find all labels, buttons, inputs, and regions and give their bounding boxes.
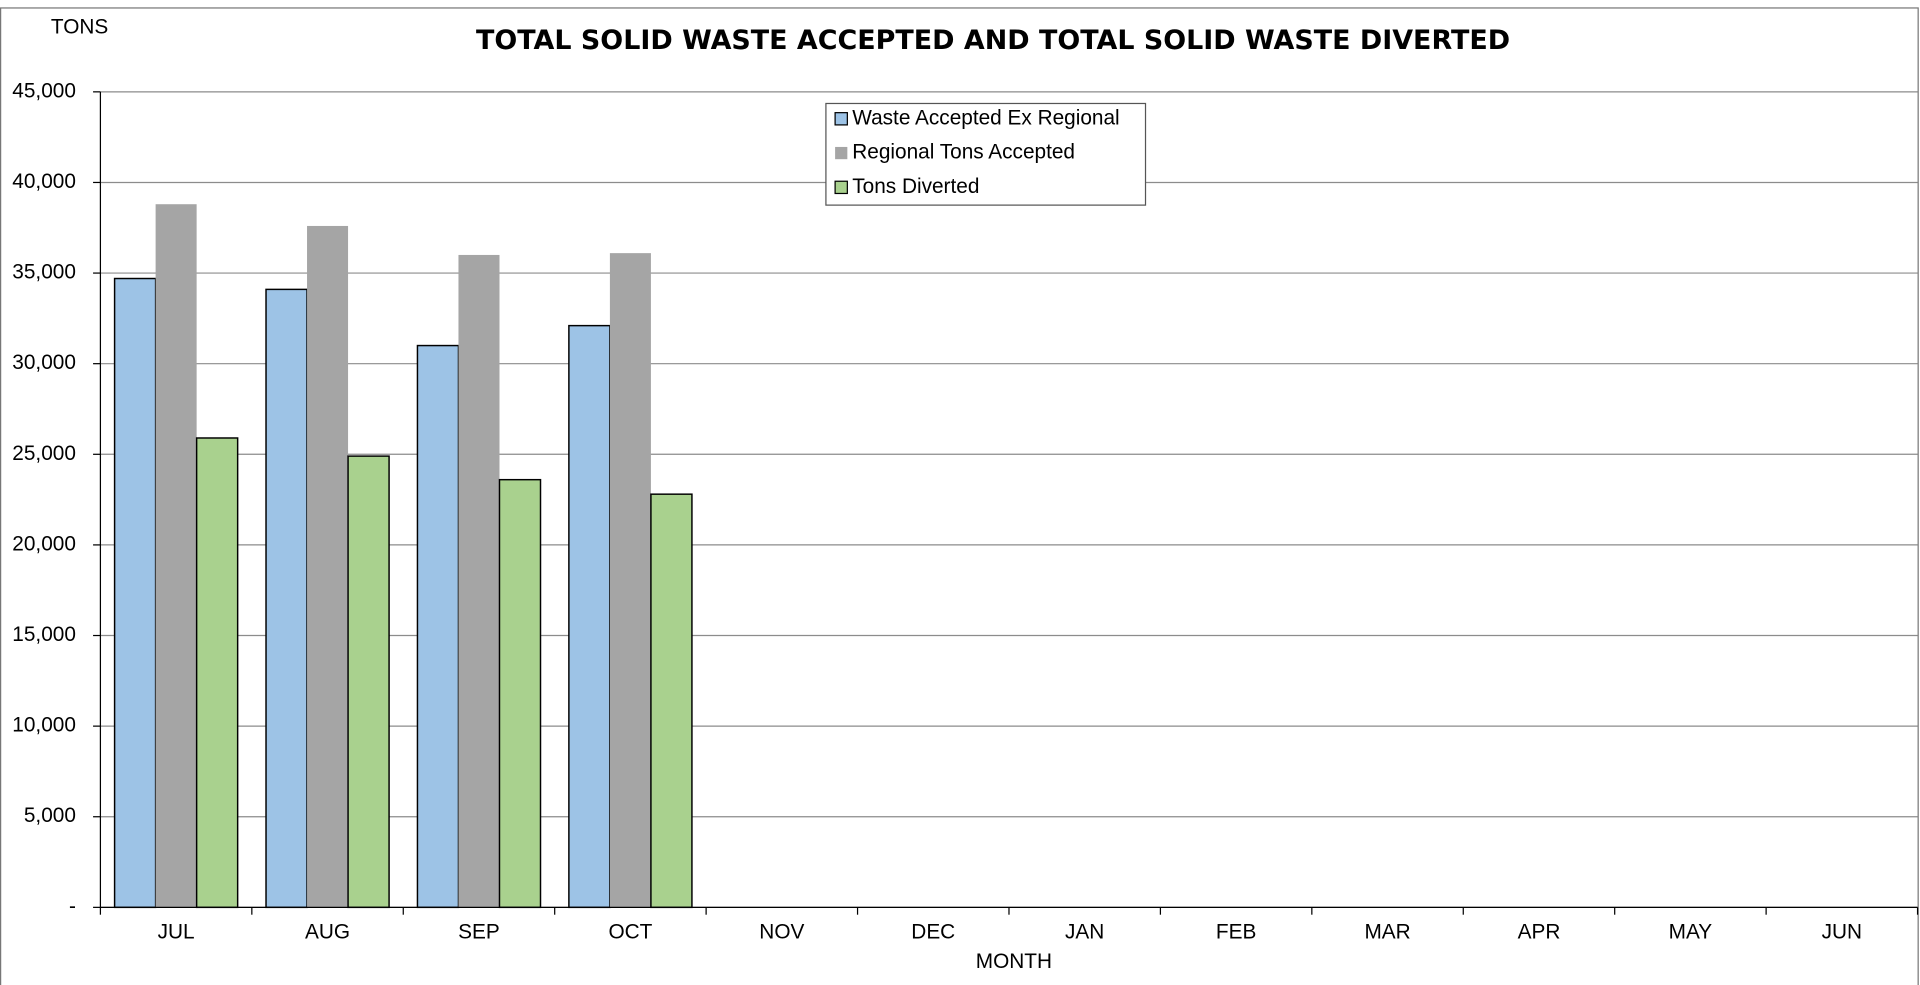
legend-box <box>825 102 1147 206</box>
bar <box>347 455 390 909</box>
x-tick-label: JUL <box>158 921 195 944</box>
bar <box>609 253 651 908</box>
legend-label: Waste Accepted Ex Regional <box>852 106 1119 129</box>
legend-swatch <box>834 112 848 126</box>
x-tick-label: FEB <box>1216 921 1256 944</box>
legend-swatch <box>834 180 848 195</box>
y-tick-label: 45,000 <box>12 79 76 102</box>
bar <box>416 344 460 909</box>
chart-title: TOTAL SOLID WASTE ACCEPTED AND TOTAL SOL… <box>476 25 1510 56</box>
x-tick-label: MAR <box>1364 921 1410 944</box>
bar <box>307 225 349 908</box>
x-tick-label: OCT <box>608 921 652 944</box>
y-tick-label: 10,000 <box>12 714 76 737</box>
bar <box>265 288 308 909</box>
bar <box>568 324 611 909</box>
x-tick-label: AUG <box>305 921 350 944</box>
chart-frame <box>0 7 1919 985</box>
y-axis-label: TONS <box>51 16 108 39</box>
y-tick-label: 20,000 <box>12 532 76 555</box>
bar <box>155 204 197 908</box>
y-tick-label: 30,000 <box>12 351 76 374</box>
bar <box>113 277 157 909</box>
y-tick-label: 25,000 <box>12 442 76 465</box>
bar <box>458 254 500 908</box>
legend-label: Tons Diverted <box>852 175 979 198</box>
x-tick-label: NOV <box>759 921 804 944</box>
y-tick-label: 35,000 <box>12 261 76 284</box>
x-tick-label: DEC <box>911 921 955 944</box>
y-tick-label: 40,000 <box>12 170 76 193</box>
legend-label: Regional Tons Accepted <box>852 141 1075 164</box>
bar <box>498 478 542 909</box>
bar <box>195 437 239 909</box>
x-tick-label: APR <box>1518 921 1561 944</box>
y-tick-label: 15,000 <box>12 623 76 646</box>
x-tick-label: JUN <box>1822 921 1862 944</box>
bar <box>650 493 693 909</box>
legend-swatch <box>835 146 848 160</box>
x-tick-label: SEP <box>458 921 500 944</box>
x-tick-label: MAY <box>1669 921 1713 944</box>
x-axis-label: MONTH <box>976 950 1052 973</box>
x-tick-label: JAN <box>1065 921 1104 944</box>
y-tick-label: 5,000 <box>24 804 76 827</box>
y-tick-label: - <box>69 895 76 918</box>
